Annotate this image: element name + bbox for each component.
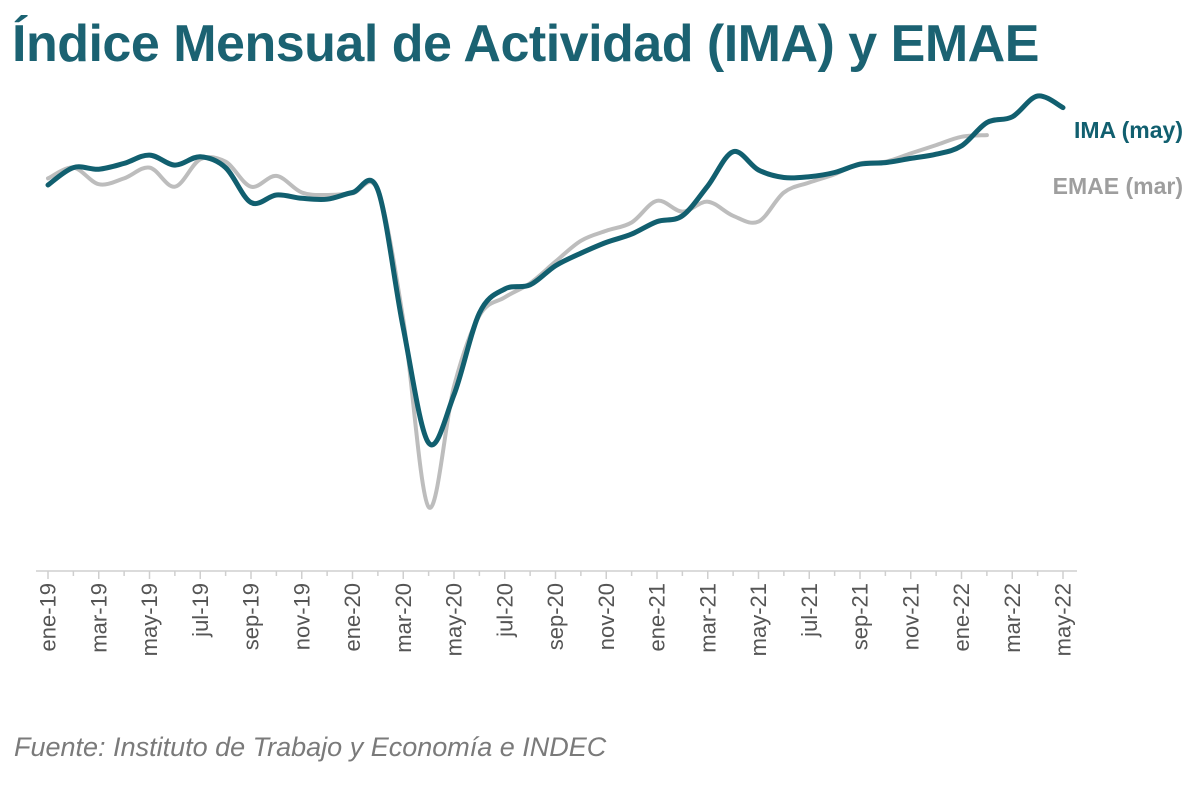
series-label-ima: IMA (may) bbox=[1074, 117, 1183, 143]
x-tick-label: mar-21 bbox=[695, 583, 720, 653]
x-tick-label: mar-20 bbox=[391, 583, 416, 653]
x-tick-label: sep-20 bbox=[543, 583, 568, 650]
data-point bbox=[324, 196, 331, 203]
data-point bbox=[577, 237, 584, 244]
data-point bbox=[882, 159, 889, 166]
emae-line bbox=[46, 133, 989, 510]
data-point bbox=[780, 174, 787, 181]
data-point bbox=[1034, 93, 1041, 100]
chart-title: Índice Mensual de Actividad (IMA) y EMAE bbox=[12, 15, 1039, 73]
data-point bbox=[552, 262, 559, 269]
x-tick-label: jul-21 bbox=[797, 583, 822, 638]
x-tick-label: may-19 bbox=[137, 583, 162, 656]
x-axis: ene-19 mar-19 may-19 jul-19 sep-19 nov-19 ene-… bbox=[36, 570, 1077, 656]
data-point bbox=[755, 218, 762, 225]
data-point bbox=[222, 164, 229, 171]
data-point bbox=[603, 227, 610, 234]
data-point bbox=[45, 182, 52, 189]
data-point bbox=[121, 175, 128, 182]
data-point bbox=[1060, 104, 1067, 111]
data-point bbox=[933, 142, 940, 149]
data-point bbox=[298, 195, 305, 202]
x-tick-label: nov-20 bbox=[594, 583, 619, 650]
data-point bbox=[374, 187, 381, 194]
data-point bbox=[806, 173, 813, 180]
data-point bbox=[400, 325, 407, 332]
data-point bbox=[958, 142, 965, 149]
data-point bbox=[171, 183, 178, 190]
data-point bbox=[577, 250, 584, 257]
data-point bbox=[730, 212, 737, 219]
data-point bbox=[983, 132, 990, 139]
data-point bbox=[857, 161, 864, 168]
data-point bbox=[831, 169, 838, 176]
data-point bbox=[603, 239, 610, 246]
data-point bbox=[70, 164, 77, 171]
data-point bbox=[425, 504, 432, 511]
data-point bbox=[248, 199, 255, 206]
data-point bbox=[704, 198, 711, 205]
x-tick-label: may-20 bbox=[442, 583, 467, 656]
data-point bbox=[628, 219, 635, 226]
x-tick-label: sep-19 bbox=[239, 583, 264, 650]
data-point bbox=[1009, 113, 1016, 120]
data-point bbox=[146, 164, 153, 171]
x-tick-label: mar-22 bbox=[1000, 583, 1025, 653]
x-tick-label: may-21 bbox=[746, 583, 771, 656]
data-point bbox=[248, 183, 255, 190]
data-point bbox=[349, 189, 356, 196]
x-tick-label: ene-22 bbox=[949, 583, 974, 652]
data-point bbox=[679, 212, 686, 219]
data-point bbox=[654, 218, 661, 225]
data-point bbox=[146, 152, 153, 159]
data-point bbox=[907, 155, 914, 162]
x-tick-label: ene-20 bbox=[340, 583, 365, 652]
data-point bbox=[704, 182, 711, 189]
data-point bbox=[527, 281, 534, 288]
x-tick-label: mar-19 bbox=[86, 583, 111, 653]
x-tick-label: may-22 bbox=[1051, 583, 1076, 656]
data-point bbox=[730, 148, 737, 155]
data-point bbox=[476, 310, 483, 317]
data-point bbox=[983, 119, 990, 126]
x-tick-label: sep-21 bbox=[848, 583, 873, 650]
x-tick-label: ene-21 bbox=[645, 583, 670, 652]
data-point bbox=[273, 192, 280, 199]
ima-line bbox=[45, 93, 1066, 448]
data-point bbox=[425, 439, 432, 446]
data-point bbox=[273, 172, 280, 179]
x-tick-label: nov-19 bbox=[289, 583, 314, 650]
data-point bbox=[501, 286, 508, 293]
data-point bbox=[95, 181, 102, 188]
x-tick-label: nov-21 bbox=[898, 583, 923, 650]
data-point bbox=[780, 189, 787, 196]
series-label-emae: EMAE (mar) bbox=[1053, 173, 1183, 199]
source-note: Fuente: Instituto de Trabajo y Economía … bbox=[14, 732, 607, 762]
data-point bbox=[171, 162, 178, 169]
plot-area bbox=[45, 93, 1067, 511]
x-tick-label: jul-20 bbox=[492, 583, 517, 638]
x-tick-label: ene-19 bbox=[36, 583, 61, 652]
series-labels: IMA (may) EMAE (mar) bbox=[1053, 117, 1183, 199]
data-point bbox=[654, 197, 661, 204]
data-point bbox=[197, 153, 204, 160]
data-point bbox=[501, 294, 508, 301]
data-point bbox=[95, 166, 102, 173]
data-point bbox=[933, 151, 940, 158]
data-point bbox=[121, 160, 128, 167]
data-point bbox=[628, 231, 635, 238]
x-tick-label: jul-19 bbox=[188, 583, 213, 638]
data-point bbox=[755, 167, 762, 174]
data-point bbox=[451, 391, 458, 398]
data-point bbox=[958, 133, 965, 140]
line-chart: ene-19 mar-19 may-19 jul-19 sep-19 nov-19 ene-… bbox=[36, 93, 1183, 656]
